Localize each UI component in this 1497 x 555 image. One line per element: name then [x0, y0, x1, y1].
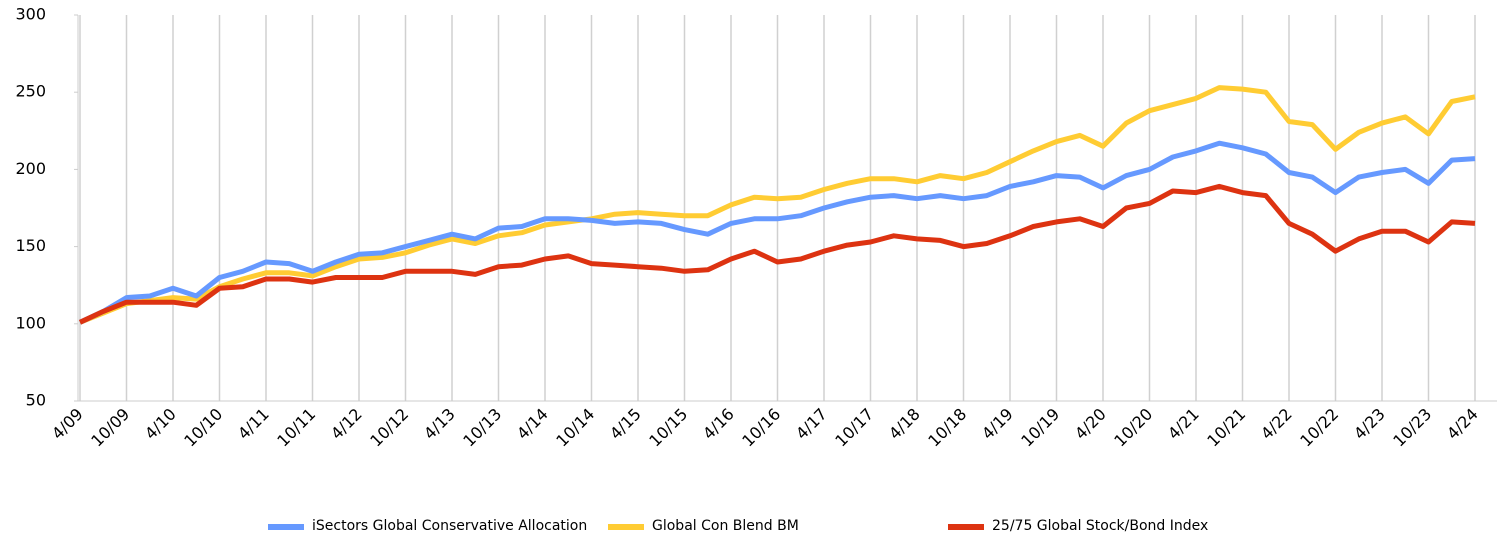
x-tick-label: 10/20	[1110, 404, 1156, 450]
x-tick-label: 10/15	[645, 404, 691, 450]
x-tick-label: 10/23	[1389, 404, 1435, 450]
y-tick-label: 200	[15, 159, 46, 178]
legend-swatch	[948, 524, 984, 530]
x-tick-label: 4/15	[606, 404, 645, 443]
x-tick-label: 4/12	[327, 404, 366, 443]
y-tick-label: 50	[26, 391, 46, 410]
x-tick-label: 10/10	[180, 404, 226, 450]
x-tick-label: 10/16	[738, 404, 784, 450]
x-tick-label: 4/11	[234, 404, 273, 443]
x-tick-label: 4/18	[885, 404, 924, 443]
y-tick-label: 250	[15, 82, 46, 101]
x-tick-label: 4/22	[1257, 404, 1296, 443]
legend-swatch	[268, 524, 304, 530]
x-tick-label: 10/14	[552, 404, 598, 450]
x-tick-label: 4/13	[420, 404, 459, 443]
y-tick-label: 100	[15, 313, 46, 332]
x-tick-label: 4/24	[1443, 404, 1482, 443]
x-tick-label: 10/18	[924, 404, 970, 450]
series-line	[79, 85, 1476, 325]
x-tick-label: 4/23	[1350, 404, 1389, 443]
x-tick-label: 10/11	[273, 404, 319, 450]
legend-item: iSectors Global Conservative Allocation	[268, 518, 592, 535]
legend-label: iSectors Global Conservative Allocation	[312, 518, 588, 534]
legend-item: 25/75 Global Stock/Bond Index	[948, 518, 1272, 535]
x-tick-label: 4/10	[141, 404, 180, 443]
x-tick-label: 10/22	[1296, 404, 1342, 450]
x-tick-label: 10/09	[87, 404, 133, 450]
series-line	[78, 183, 1476, 325]
legend-item: Global Con Blend BM	[608, 518, 932, 535]
x-tick-label: 4/21	[1164, 404, 1203, 443]
x-tick-label: 10/17	[831, 404, 877, 450]
legend-swatch	[608, 524, 644, 530]
x-tick-label: 4/19	[978, 404, 1017, 443]
x-tick-label: 10/12	[366, 404, 412, 450]
x-tick-label: 10/13	[459, 404, 505, 450]
y-tick-label: 150	[15, 236, 46, 255]
x-tick-label: 4/09	[48, 404, 87, 443]
x-tick-label: 4/14	[513, 404, 552, 443]
x-tick-label: 4/17	[792, 404, 831, 443]
x-tick-label: 10/21	[1203, 404, 1249, 450]
series-line	[78, 140, 1476, 325]
x-tick-label: 10/19	[1017, 404, 1063, 450]
x-tick-label: 4/20	[1071, 404, 1110, 443]
y-tick-label: 300	[15, 5, 46, 24]
legend-label: Global Con Blend BM	[652, 518, 799, 534]
legend-label: 25/75 Global Stock/Bond Index	[992, 518, 1209, 534]
x-tick-label: 4/16	[699, 404, 738, 443]
